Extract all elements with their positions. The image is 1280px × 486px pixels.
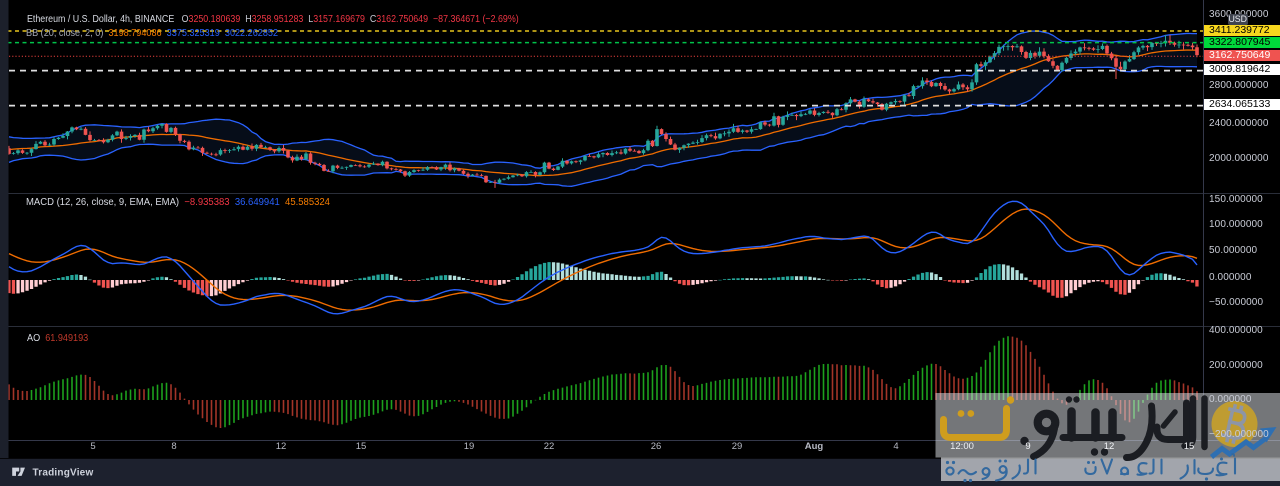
svg-text:TradingView: TradingView <box>33 468 94 479</box>
